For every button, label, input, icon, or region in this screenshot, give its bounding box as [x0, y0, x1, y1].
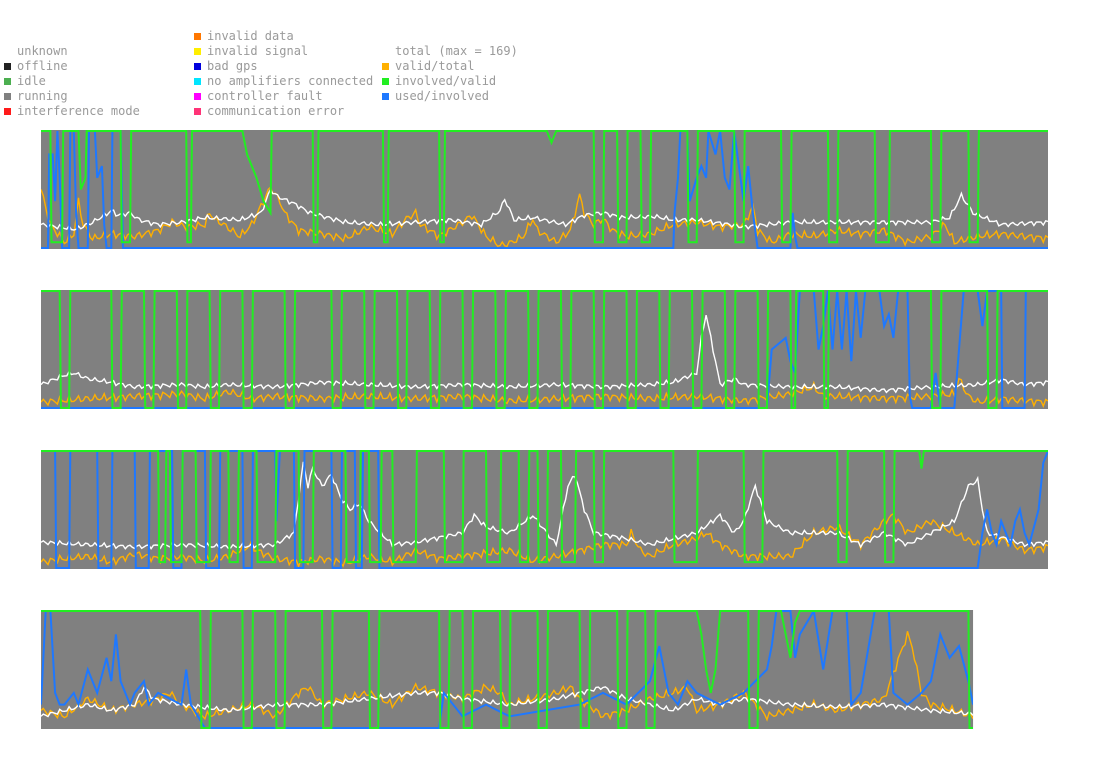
series-valid-total-line	[41, 377, 1048, 408]
legend-label: interference mode	[17, 104, 140, 118]
legend-swatch	[194, 63, 201, 70]
legend-label: running	[17, 89, 68, 103]
legend-swatch	[4, 78, 11, 85]
series-used-involved-line	[41, 130, 1048, 249]
timeline-row-4	[41, 610, 974, 729]
legend-label: offline	[17, 59, 68, 73]
series-valid-total-line	[41, 185, 1048, 248]
legend-label: no amplifiers connected	[207, 74, 374, 88]
legend-label: communication error	[207, 104, 345, 118]
legend-swatch	[382, 63, 389, 70]
timeline-row-2	[41, 290, 1048, 409]
series-involved-valid-line	[41, 450, 1048, 564]
series-total-line	[41, 314, 1048, 394]
legend-swatch	[194, 93, 201, 100]
legend-label: involved/valid	[395, 74, 497, 88]
legend-label: invalid signal	[207, 44, 309, 58]
series-involved-valid-line	[41, 130, 1048, 244]
legend-label: unknown	[17, 44, 68, 58]
series-involved-valid-line	[41, 610, 974, 729]
legend-label: controller fault	[207, 89, 323, 103]
legend-swatch	[382, 78, 389, 85]
legend-swatch	[194, 78, 201, 85]
legend-swatch	[194, 33, 201, 40]
legend-label: invalid data	[207, 29, 294, 43]
series-involved-valid-line	[41, 290, 1048, 409]
legend-swatch	[4, 63, 11, 70]
legend-label: idle	[17, 74, 46, 88]
legend-swatch	[382, 48, 389, 55]
row-background-running	[41, 610, 974, 729]
timeline-row-3	[41, 450, 1048, 569]
legend-swatch	[194, 108, 201, 115]
legend-swatch	[4, 48, 11, 55]
legend-swatch	[4, 108, 11, 115]
series-total-line	[41, 188, 1048, 231]
legend-swatch	[194, 48, 201, 55]
row-background-running	[41, 450, 1048, 569]
legend-swatch	[4, 93, 11, 100]
legend-label: used/involved	[395, 89, 489, 103]
legend-label: bad gps	[207, 59, 258, 73]
legend-label: valid/total	[395, 59, 475, 73]
legend: unknown offline idle running interference mo…	[0, 0, 1095, 125]
series-total-line	[41, 686, 974, 718]
row-background-running	[41, 130, 1048, 249]
timeline-row-1	[41, 130, 1048, 249]
legend-label: total (max = 169)	[395, 44, 518, 58]
legend-swatch	[382, 93, 389, 100]
